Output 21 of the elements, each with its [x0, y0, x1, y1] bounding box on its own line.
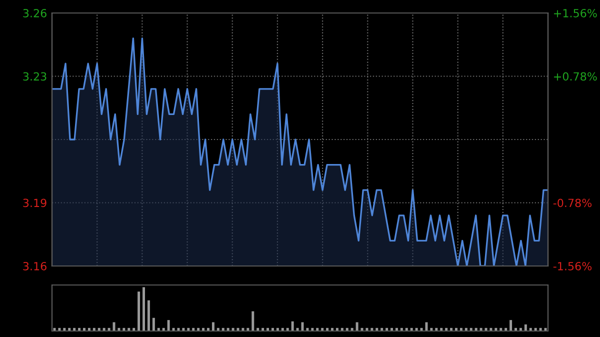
bar: [142, 287, 145, 331]
bar: [167, 320, 170, 331]
bar: [524, 324, 527, 331]
y-tick-label: 3.26: [23, 8, 46, 18]
y2-tick-label: -1.56%: [553, 262, 592, 270]
bar: [301, 322, 304, 331]
y2-tick-label: -0.78%: [553, 198, 592, 208]
y-tick-label: 3.16: [23, 262, 46, 270]
bar: [147, 300, 150, 331]
bar: [425, 322, 428, 331]
bar: [152, 318, 155, 331]
bar: [291, 321, 294, 331]
y-tick-label: 3.23: [23, 72, 46, 81]
y2-tick-label: +1.56%: [554, 8, 597, 18]
bar: [510, 320, 512, 331]
y-tick-label: 3.19: [23, 198, 46, 208]
bar: [138, 292, 140, 331]
y2-tick-label: +0.78%: [554, 72, 597, 81]
bar: [356, 322, 358, 331]
bar: [212, 322, 214, 331]
bar: [252, 311, 254, 331]
